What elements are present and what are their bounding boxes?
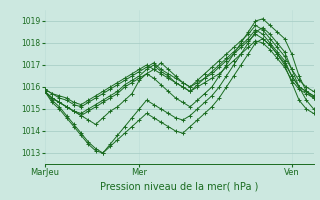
X-axis label: Pression niveau de la mer( hPa ): Pression niveau de la mer( hPa ) [100, 181, 258, 191]
